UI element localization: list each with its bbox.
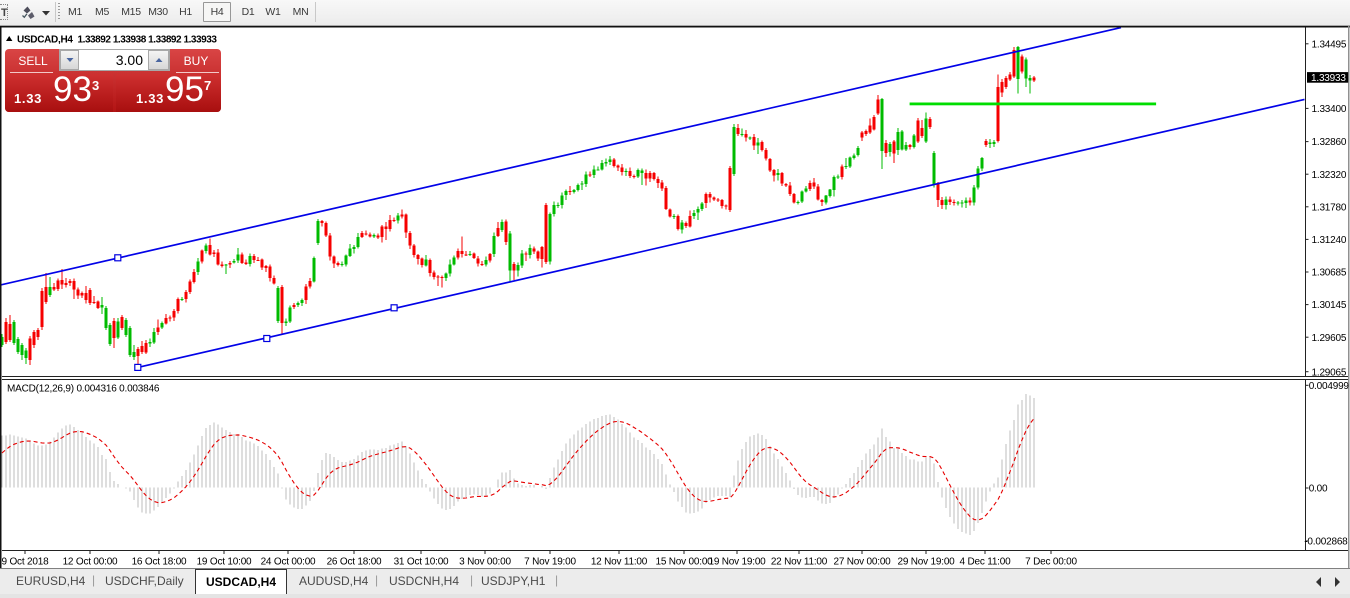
svg-text:1.33933: 1.33933	[1311, 73, 1346, 84]
svg-text:3 Nov 00:00: 3 Nov 00:00	[459, 557, 511, 568]
svg-text:19 Nov 19:00: 19 Nov 19:00	[708, 557, 766, 568]
svg-text:16 Oct 18:00: 16 Oct 18:00	[132, 557, 187, 568]
svg-text:1.29605: 1.29605	[1312, 333, 1347, 344]
svg-text:7 Nov 19:00: 7 Nov 19:00	[524, 557, 576, 568]
svg-text:31 Oct 10:00: 31 Oct 10:00	[394, 557, 449, 568]
svg-text:1.30145: 1.30145	[1312, 300, 1347, 311]
svg-text:12 Nov 11:00: 12 Nov 11:00	[591, 557, 648, 568]
svg-text:1.33400: 1.33400	[1312, 104, 1347, 115]
svg-text:12 Oct 00:00: 12 Oct 00:00	[63, 557, 118, 568]
svg-text:1.31780: 1.31780	[1312, 202, 1347, 213]
svg-text:-0.002868: -0.002868	[1304, 537, 1348, 548]
svg-text:19 Oct 10:00: 19 Oct 10:00	[197, 557, 252, 568]
svg-text:15 Nov 00:00: 15 Nov 00:00	[655, 557, 713, 568]
svg-text:1.30685: 1.30685	[1312, 268, 1347, 279]
svg-text:0.00: 0.00	[1309, 484, 1328, 495]
svg-text:MACD(12,26,9) 0.004316 0.00384: MACD(12,26,9) 0.004316 0.003846	[7, 383, 160, 394]
svg-text:USDCAD,H4: USDCAD,H4	[17, 34, 73, 45]
svg-text:1.32320: 1.32320	[1312, 170, 1347, 181]
svg-text:1.31240: 1.31240	[1312, 235, 1347, 246]
svg-text:1.32860: 1.32860	[1312, 137, 1347, 148]
svg-text:4 Dec 11:00: 4 Dec 11:00	[960, 557, 1012, 568]
svg-text:24 Oct 00:00: 24 Oct 00:00	[261, 557, 316, 568]
svg-text:26 Oct 18:00: 26 Oct 18:00	[327, 557, 382, 568]
svg-text:22 Nov 11:00: 22 Nov 11:00	[771, 557, 828, 568]
svg-text:9 Oct 2018: 9 Oct 2018	[2, 557, 50, 568]
svg-text:29 Nov 19:00: 29 Nov 19:00	[897, 557, 955, 568]
svg-text:27 Nov 00:00: 27 Nov 00:00	[833, 557, 891, 568]
svg-text:1.29065: 1.29065	[1312, 367, 1347, 378]
svg-text:7 Dec 00:00: 7 Dec 00:00	[1025, 557, 1077, 568]
svg-text:1.34495: 1.34495	[1312, 39, 1347, 50]
svg-text:1.33892 1.33938 1.33892 1.3393: 1.33892 1.33938 1.33892 1.33933	[78, 34, 218, 45]
svg-text:0.004999: 0.004999	[1309, 381, 1350, 392]
